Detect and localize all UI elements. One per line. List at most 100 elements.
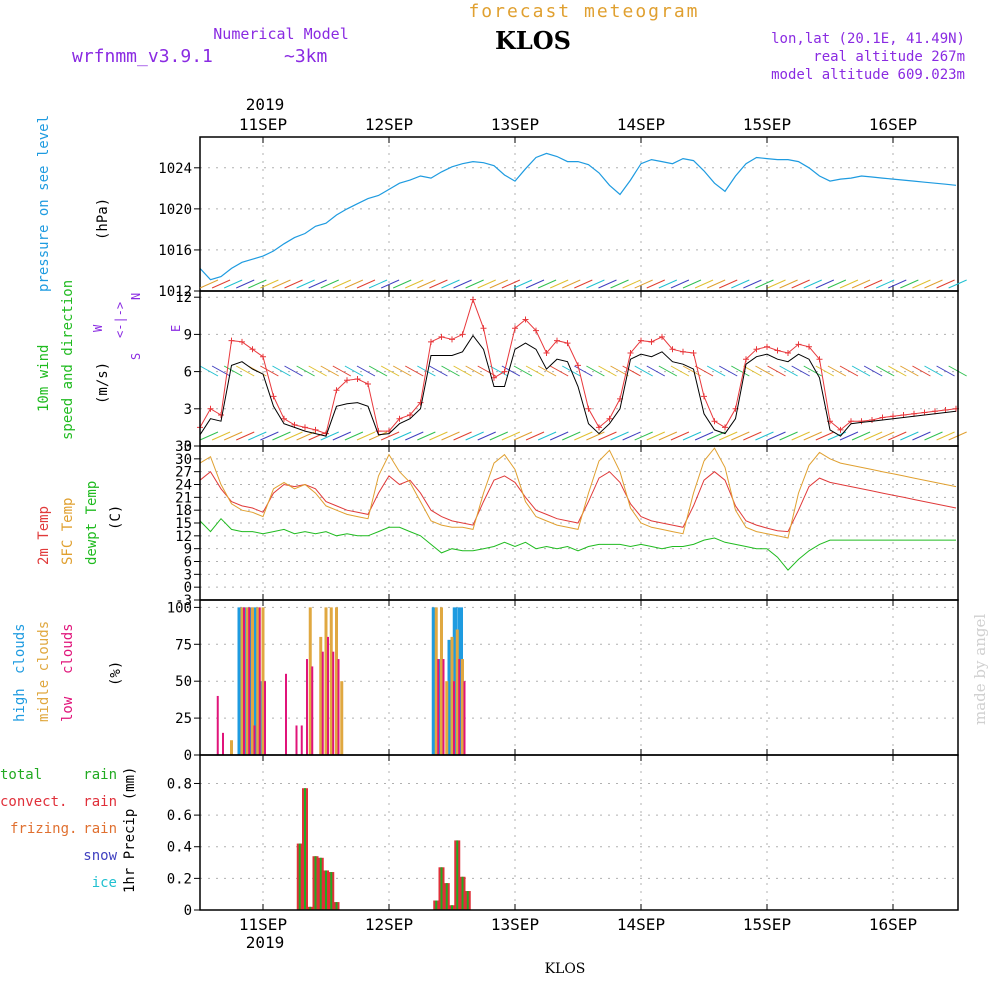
- data-point: [837, 426, 844, 433]
- wind-barb: [767, 279, 786, 289]
- precip-frizing: frizing.: [10, 821, 77, 837]
- wind-barb: [706, 279, 726, 289]
- y-tick-label: 0.4: [167, 840, 192, 856]
- wind-barb: [598, 279, 617, 289]
- wind-barb: [670, 365, 690, 377]
- precip-bar: [456, 840, 459, 910]
- wind-barb: [272, 279, 291, 289]
- data-point: [270, 393, 277, 400]
- wind-barb: [489, 431, 509, 441]
- cloud-bar: [258, 681, 264, 755]
- cloud-bar: [437, 659, 442, 755]
- wind-barb: [344, 431, 364, 441]
- y-tick-label: 24: [175, 478, 192, 494]
- data-point: [753, 346, 760, 353]
- wind-barb: [706, 431, 726, 441]
- wind-barb: [392, 279, 412, 289]
- cloud-bar: [461, 659, 464, 755]
- cloud-bar: [251, 607, 254, 755]
- cloud-bar: [256, 607, 260, 755]
- wind-barb: [815, 279, 835, 289]
- wind-barb: [646, 365, 666, 377]
- data-point: [596, 424, 602, 431]
- wind-barb: [405, 431, 424, 441]
- wind-barb: [755, 365, 774, 377]
- panel-frame: [199, 754, 959, 911]
- y-tick-label: 18: [175, 503, 192, 519]
- wind-barb: [405, 279, 424, 289]
- cloud-bar: [242, 607, 248, 755]
- data-point: [470, 296, 476, 303]
- wind-barb: [718, 365, 738, 377]
- wind-barb: [465, 279, 484, 289]
- cloud-bar: [248, 607, 253, 755]
- cloud-bar: [321, 651, 324, 755]
- wind-barb: [839, 365, 859, 377]
- data-point: [354, 376, 361, 383]
- wind-barb: [477, 365, 496, 377]
- data-point: [858, 418, 865, 425]
- wind-barb: [731, 365, 750, 377]
- wind-barb: [417, 431, 436, 441]
- data-point: [333, 387, 340, 394]
- station-title: KLOS: [495, 26, 571, 55]
- wind-barb: [501, 279, 521, 289]
- wind-barb: [598, 431, 617, 441]
- cloud-bar: [329, 607, 333, 755]
- wind-barb: [562, 431, 581, 441]
- wind-barb: [743, 365, 762, 377]
- wind-barb: [875, 431, 895, 441]
- wind-barb: [634, 431, 653, 441]
- wind-barb: [199, 431, 219, 441]
- wind-barb: [779, 279, 798, 289]
- wind-barb: [465, 365, 484, 377]
- precip-bar: [319, 857, 322, 910]
- data-point: [207, 405, 214, 412]
- y-tick-label: 3: [184, 567, 192, 583]
- wind-barb: [888, 431, 907, 441]
- svg-text:E: E: [169, 325, 183, 332]
- data-point: [585, 405, 592, 412]
- wind-barb: [574, 365, 593, 377]
- wind-barb: [537, 431, 557, 441]
- wind-barb: [912, 365, 931, 377]
- wind-barb: [332, 365, 352, 377]
- data-point: [522, 316, 529, 323]
- cloud-bar: [431, 607, 437, 755]
- wind-barb: [851, 365, 871, 377]
- resolution-label: ~3km: [284, 46, 327, 67]
- wind-barb: [429, 365, 448, 377]
- y-tick-label: 1024: [158, 161, 192, 177]
- panel-frame: [199, 599, 959, 756]
- wind-barb: [743, 431, 762, 441]
- cloud-unit: (%): [108, 661, 124, 686]
- real-altitude-label: real altitude 267m: [813, 49, 965, 65]
- wind-barb: [223, 365, 243, 377]
- wind-barb: [260, 431, 279, 441]
- cloud-bar: [240, 607, 244, 755]
- wind-barb: [767, 431, 786, 441]
- precip-bar: [335, 902, 338, 910]
- model-name: wrfnmm_v3.9.1: [72, 46, 213, 67]
- cloud-bar: [243, 607, 245, 755]
- data-point: [816, 356, 823, 363]
- data-point: [659, 333, 665, 340]
- wind-label-2: speed and direction: [60, 280, 76, 440]
- wind-barb: [779, 365, 798, 377]
- data-point: [879, 414, 886, 421]
- y-tick-label: 21: [175, 490, 192, 506]
- y-tick-label: 12: [175, 290, 192, 306]
- wind-barb: [694, 365, 714, 377]
- wind-barb: [706, 365, 726, 377]
- wind-barb: [936, 431, 955, 441]
- wind-barb: [948, 279, 967, 289]
- wind-barb: [658, 279, 678, 289]
- footer-station: KLOS: [545, 961, 586, 977]
- data-point: [680, 348, 686, 355]
- wind-compass: W <-|-> S N E: [91, 293, 183, 360]
- wind-barb: [682, 365, 702, 377]
- precip-total-rain: rain: [83, 767, 117, 783]
- model-altitude-label: model altitude 609.023m: [771, 67, 965, 83]
- cloud-bar: [216, 695, 219, 755]
- wind-barb: [320, 365, 339, 377]
